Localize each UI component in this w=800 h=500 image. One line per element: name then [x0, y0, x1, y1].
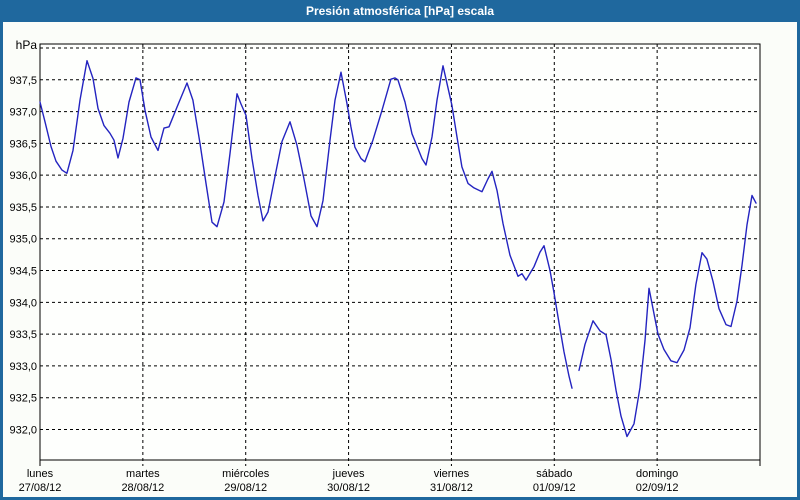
x-date-label: 28/08/12: [121, 482, 164, 494]
x-date-label: 27/08/12: [19, 482, 62, 494]
x-date-label: 01/09/12: [533, 482, 576, 494]
x-day-label: martes: [126, 468, 160, 480]
y-tick-label: 936,0: [9, 170, 37, 182]
pressure-line: [39, 60, 573, 389]
y-tick-label: 937,5: [9, 75, 37, 87]
page-title: Presión atmosférica [hPa] escala: [305, 4, 495, 18]
x-day-label: jueves: [332, 468, 365, 480]
window-titlebar: Presión atmosférica [hPa] escala: [0, 0, 800, 22]
x-date-label: 31/08/12: [430, 482, 473, 494]
y-tick-label: 933,0: [9, 361, 37, 373]
y-tick-label: 933,5: [9, 329, 37, 341]
y-tick-label: 936,5: [9, 138, 37, 150]
x-day-label: lunes: [27, 468, 54, 480]
pressure-line: [578, 194, 757, 438]
y-tick-label: 932,0: [9, 424, 37, 436]
y-tick-label: 935,5: [9, 202, 37, 214]
x-day-label: sábado: [536, 468, 572, 480]
plot-frame: [39, 43, 761, 461]
x-day-label: domingo: [636, 468, 678, 480]
y-tick-label: 934,0: [9, 297, 37, 309]
y-tick-label: 934,5: [9, 266, 37, 278]
x-day-label: viernes: [434, 468, 470, 480]
unit-label: hPa: [16, 38, 38, 52]
x-day-label: miércoles: [222, 468, 270, 480]
y-tick-label: 937,0: [9, 107, 37, 119]
y-tick-label: 935,0: [9, 234, 37, 246]
titlebar-background: [0, 0, 800, 22]
x-date-label: 30/08/12: [327, 482, 370, 494]
x-date-label: 29/08/12: [224, 482, 267, 494]
x-date-label: 02/09/12: [636, 482, 679, 494]
y-tick-label: 932,5: [9, 393, 37, 405]
